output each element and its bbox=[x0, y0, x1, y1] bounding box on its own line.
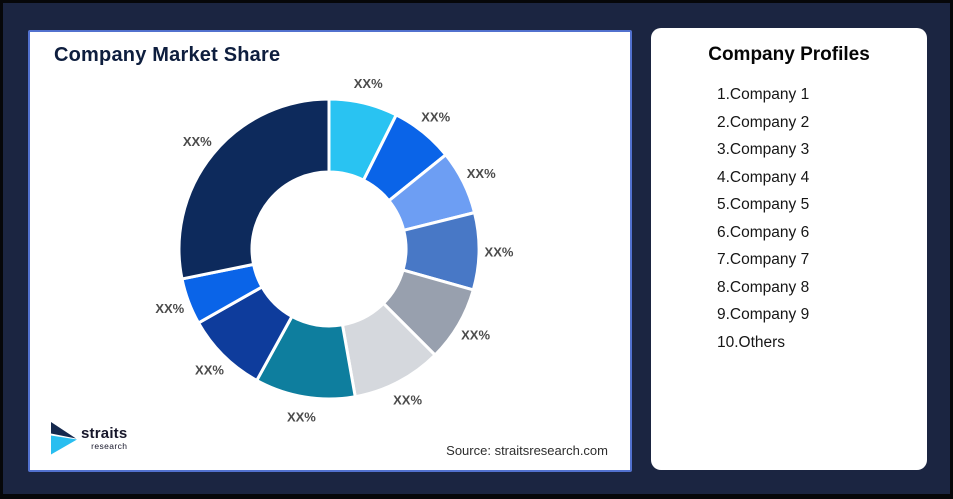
profile-list-item: 3.Company 3 bbox=[717, 141, 810, 158]
segment-label: XX% bbox=[155, 301, 184, 316]
segment-label: XX% bbox=[195, 363, 224, 378]
segment-label: XX% bbox=[183, 134, 212, 149]
segment-label: XX% bbox=[467, 166, 496, 181]
straits-research-logo: straits research bbox=[50, 421, 127, 456]
source-note: Source: straitsresearch.com bbox=[446, 443, 608, 458]
segment-label: XX% bbox=[421, 109, 450, 124]
profile-list-item: 6.Company 6 bbox=[717, 223, 810, 241]
profile-list-item: 9.Company 9 bbox=[717, 306, 810, 323]
profile-list-item: 2.Company 2 bbox=[717, 113, 810, 131]
profile-list-item: 7.Company 7 bbox=[717, 251, 810, 268]
segment-label: XX% bbox=[461, 328, 490, 343]
logo-brand-sub: research bbox=[91, 441, 128, 452]
profile-list-item: 5.Company 5 bbox=[717, 196, 810, 213]
profile-list-item: 10.Others bbox=[717, 333, 786, 351]
profile-list-item: 8.Company 8 bbox=[717, 278, 810, 296]
chart-title: Company Market Share bbox=[54, 44, 281, 66]
logo-arrow-icon bbox=[51, 422, 77, 455]
segment-label: XX% bbox=[393, 392, 422, 407]
profiles-title: Company Profiles bbox=[708, 44, 870, 65]
logo-brand-name: straits bbox=[81, 425, 128, 443]
segment-label: XX% bbox=[354, 76, 383, 91]
donut-segment-others bbox=[177, 97, 331, 281]
profiles-list: 1.Company 1 2.Company 2 3.Company 3 4.Compa… bbox=[651, 81, 927, 356]
company-profiles-card: Company Profiles 1.Company 1 2.Company 2 3… bbox=[651, 28, 927, 470]
profile-list-item: 1.Company 1 bbox=[717, 86, 810, 103]
segment-label: XX% bbox=[485, 244, 514, 259]
logo-text: straits research bbox=[81, 426, 127, 451]
donut-chart: XX% XX% XX% XX% XX% XX% XX% XX% XX% XX% bbox=[155, 76, 514, 424]
market-share-card: Company Market Share XX% XX% XX% XX% XX% XX% X… bbox=[28, 30, 632, 472]
segment-label: XX% bbox=[287, 409, 316, 424]
profile-list-item: 4.Company 4 bbox=[717, 168, 810, 186]
